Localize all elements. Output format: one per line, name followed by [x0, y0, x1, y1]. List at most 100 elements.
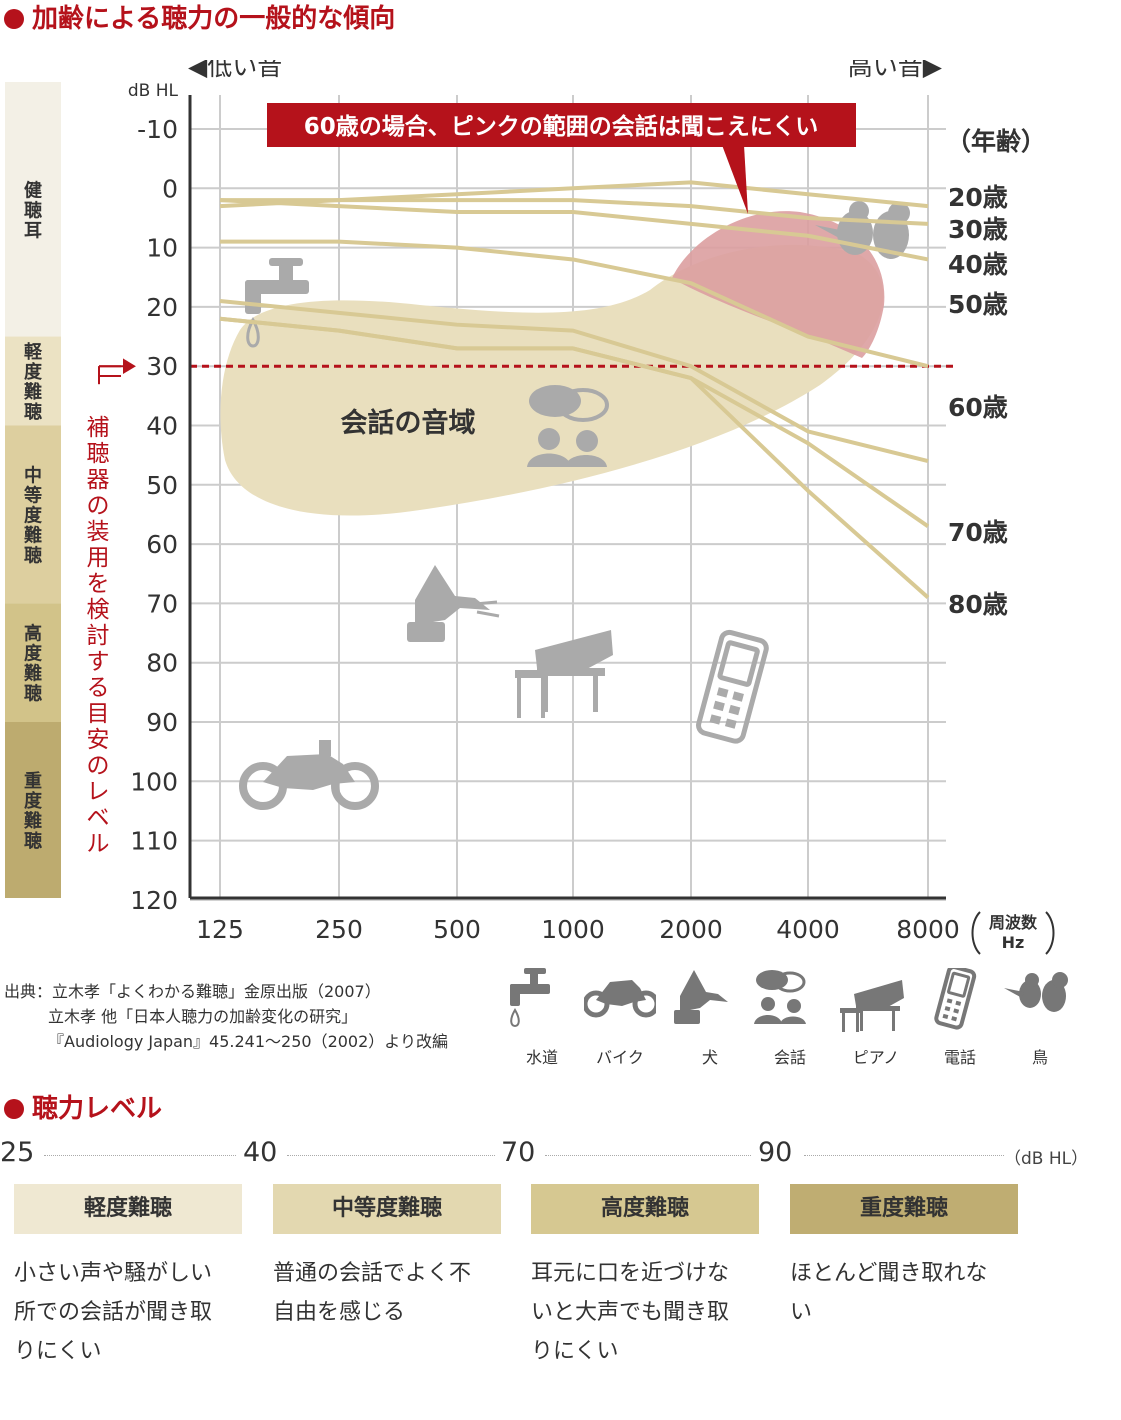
threshold-label: す	[87, 649, 110, 675]
threshold-label: の	[87, 493, 110, 519]
y-tick-label: 50	[146, 471, 178, 500]
threshold-label: 補	[87, 415, 110, 441]
threshold-label: ベ	[87, 805, 110, 831]
section-bullet-icon	[4, 1099, 24, 1119]
callout-box	[267, 103, 856, 147]
series-label: 80歳	[948, 590, 1008, 619]
level-scale-90: 90	[758, 1137, 793, 1168]
source-citation: 出典：立木孝「よくわかる難聴」金原出版（2007） 立木孝 他「日本人聴力の加齢…	[4, 979, 448, 1054]
level-box: 重度難聴	[790, 1184, 1018, 1234]
level-description-line: いと大声でも聞き取	[531, 1300, 730, 1325]
severity-band	[5, 82, 61, 337]
x-tick-label: 1000	[541, 915, 605, 944]
legend-item-label: 鳥	[1031, 1048, 1048, 1067]
hearing-level-title-text: 聴力レベル	[32, 1094, 163, 1124]
source-line-3: 『Audiology Japan』45.241〜250（2002）より改編	[48, 1032, 448, 1051]
threshold-label: 目	[87, 701, 110, 727]
motorcycle-icon	[584, 980, 656, 1018]
legend-item: ピアノ	[836, 968, 916, 1068]
severity-band	[5, 722, 61, 898]
dog-icon	[674, 970, 728, 1024]
level-description: 耳元に口を近づけな いと大声でも聞き取 りにくい	[531, 1254, 763, 1371]
y-tick-label: 110	[130, 827, 178, 856]
threshold-label: レ	[87, 779, 110, 805]
series-label: 30歳	[948, 215, 1008, 244]
y-tick-label: 120	[130, 886, 178, 915]
threshold-label: の	[87, 753, 110, 779]
y-tick-label: 30	[146, 352, 178, 381]
series-label: 60歳	[948, 393, 1008, 422]
level-description-line: ほとんど聞き取れな	[790, 1261, 988, 1286]
threshold-bracket	[98, 365, 121, 377]
phone-icon	[696, 629, 769, 744]
threshold-arrow-icon	[99, 358, 136, 374]
level-description-line: りにくい	[14, 1339, 102, 1364]
faucet-icon	[245, 258, 309, 348]
legend-item-label: 水道	[525, 1048, 558, 1067]
speech-range-area	[220, 244, 884, 516]
severity-band-label: 等	[24, 484, 42, 506]
callout-text: 60歳の場合、ピンクの範囲の会話は聞こえにくい	[304, 113, 819, 140]
dog-icon	[407, 565, 500, 642]
threshold-label: 討	[87, 623, 110, 649]
legend-item: 鳥	[1000, 968, 1080, 1068]
y-tick-label: 90	[146, 708, 178, 737]
series-label: 70歳	[948, 518, 1008, 547]
conversation-icon	[527, 385, 609, 467]
level-scale-line-3	[545, 1155, 751, 1156]
bird-icon	[1004, 972, 1068, 1012]
level-description-line: りにくい	[531, 1339, 619, 1364]
legend-item-label: 会話	[773, 1048, 806, 1067]
severity-band-label: 難	[24, 663, 42, 685]
hearing-level-title: 聴力レベル	[4, 1088, 162, 1125]
y-tick-label: 0	[162, 174, 178, 203]
level-box: 高度難聴	[531, 1184, 759, 1234]
level-description-line: 普通の会話でよく不	[273, 1261, 472, 1286]
series-line	[219, 316, 930, 599]
x-unit-label: Hz	[1002, 933, 1025, 952]
level-scale-unit: （dB HL）	[1004, 1149, 1089, 1169]
y-tick-label: 70	[146, 589, 178, 618]
y-tick-label: 20	[146, 293, 178, 322]
level-description-line: 耳元に口を近づけな	[531, 1261, 730, 1286]
severity-band-label: 度	[24, 643, 43, 665]
faucet-icon	[510, 968, 550, 1028]
y-tick-label: 40	[146, 412, 178, 441]
level-description: ほとんど聞き取れない	[790, 1254, 1022, 1332]
level-description-line: 自由を感じる	[273, 1300, 406, 1325]
callout-pointer	[722, 145, 748, 214]
severity-band-label: 度	[24, 361, 43, 383]
severity-band-label: 聴	[24, 831, 42, 852]
severity-band-label: 難	[24, 810, 42, 832]
severity-band-label: 難	[24, 381, 42, 403]
severity-band-label: 聴	[24, 684, 42, 705]
threshold-label: 装	[87, 519, 110, 545]
legend-item-label: バイク	[596, 1048, 644, 1067]
y-tick-label: 60	[146, 530, 178, 559]
legend-item: 犬	[670, 968, 750, 1068]
x-tick-label: 125	[196, 915, 244, 944]
y-tick-label: 80	[146, 649, 178, 678]
low-sound-label: ◀低い音	[188, 60, 282, 81]
x-unit-label: 周波数	[989, 913, 1038, 932]
conversation-icon	[754, 970, 806, 1024]
severity-band-label: 重	[24, 770, 42, 792]
y-tick-label: 10	[146, 234, 178, 263]
severity-band-label: 度	[24, 790, 43, 812]
legend-title: （年齢）	[946, 127, 1046, 156]
x-unit-paren-right	[1045, 911, 1055, 955]
level-description-line: 所での会話が聞き取	[14, 1300, 213, 1325]
speech-range-label: 会話の音域	[341, 407, 476, 439]
piano-icon	[515, 630, 613, 718]
level-scale-line-1	[44, 1155, 236, 1156]
severity-band-label: 軽	[24, 341, 43, 363]
threshold-label: 用	[87, 545, 110, 571]
title-bullet-icon	[4, 9, 24, 29]
severity-band-label: 聴	[24, 200, 42, 221]
severity-band-label: 難	[24, 524, 42, 546]
series-label: 40歳	[948, 250, 1008, 279]
chart-title-text: 加齢による聴力の一般的な傾向	[32, 4, 396, 34]
y-tick-label: -10	[137, 115, 178, 144]
series-line	[220, 198, 929, 226]
x-tick-label: 4000	[776, 915, 840, 944]
